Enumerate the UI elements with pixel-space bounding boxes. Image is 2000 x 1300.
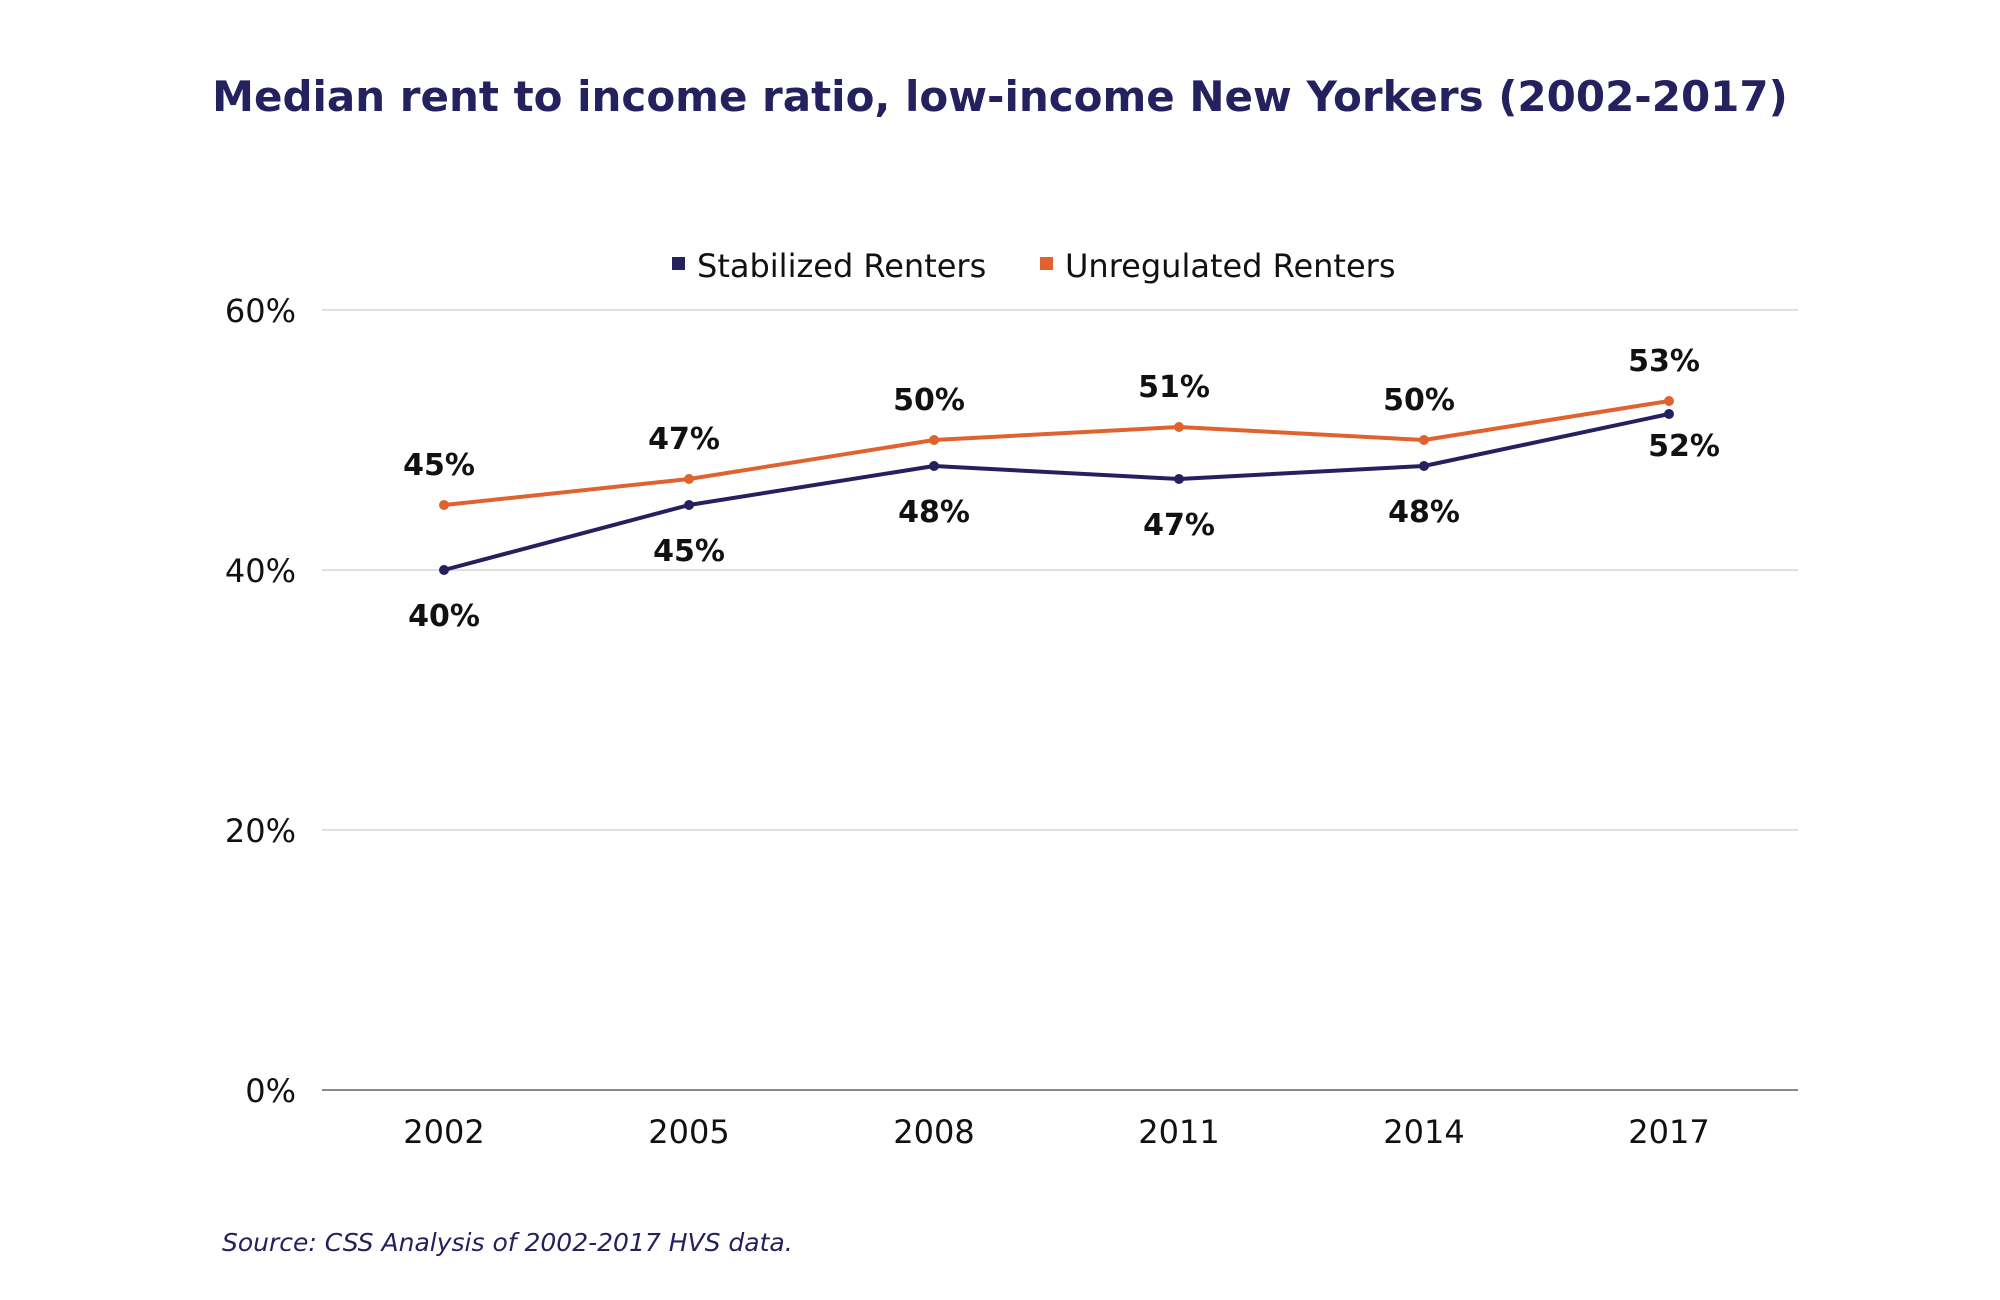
data-label: 45% [403,448,475,483]
series-lines [439,396,1674,575]
grid-lines [322,309,1798,1091]
data-label: 51% [1138,370,1210,405]
x-tick-label: 2014 [1383,1113,1464,1151]
data-label: 50% [893,383,965,418]
data-label: 47% [1143,508,1215,543]
chart-title: Median rent to income ratio, low-income … [212,72,1788,121]
legend-label: Stabilized Renters [697,247,986,285]
legend-label: Unregulated Renters [1065,247,1395,285]
data-point [439,500,449,510]
x-tick-label: 2008 [893,1113,974,1151]
y-tick-label: 60% [225,292,296,330]
data-point [1174,422,1184,432]
data-point [684,500,694,510]
data-label: 52% [1648,429,1720,464]
x-axis-ticks: 2002 2005 2008 2011 2014 2017 [403,1113,1709,1151]
data-label: 50% [1383,383,1455,418]
x-tick-label: 2017 [1628,1113,1709,1151]
data-point [929,461,939,471]
data-point [1419,461,1429,471]
x-tick-label: 2002 [403,1113,484,1151]
data-label: 40% [408,599,480,634]
y-tick-label: 0% [245,1072,296,1110]
series-line [442,412,1671,572]
data-label: 48% [1388,495,1460,530]
data-point [439,565,449,575]
data-point [1664,409,1674,419]
y-axis-ticks: 0% 20% 40% 60% [225,292,296,1110]
data-point [684,474,694,484]
data-labels: 40% 45% 48% 47% 48% 52% 45% 47% 50% 51% 50% 53% [403,344,1720,634]
y-tick-label: 20% [225,812,296,850]
data-label: 45% [653,534,725,569]
data-label: 47% [648,422,720,457]
legend-swatch [672,257,685,270]
data-point [929,435,939,445]
x-tick-label: 2011 [1138,1113,1219,1151]
legend-swatch [1040,257,1053,270]
series-line [442,399,1671,507]
source-note: Source: CSS Analysis of 2002-2017 HVS da… [222,1228,793,1257]
data-point [1174,474,1184,484]
data-label: 53% [1628,344,1700,379]
data-point [1419,435,1429,445]
data-point [1664,396,1674,406]
data-label: 48% [898,495,970,530]
x-tick-label: 2005 [648,1113,729,1151]
y-tick-label: 40% [225,552,296,590]
legend: Stabilized Renters Unregulated Renters [672,247,1395,285]
